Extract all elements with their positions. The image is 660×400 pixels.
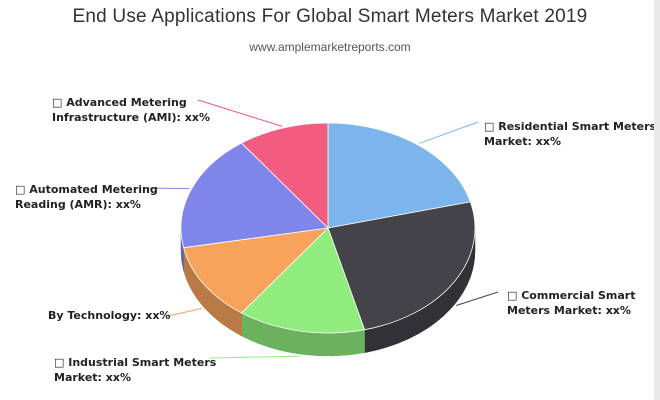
connector-line-0 bbox=[419, 121, 479, 144]
slice-label-line: By Technology: xx% bbox=[48, 309, 170, 322]
connector-line-1 bbox=[456, 291, 499, 306]
pie-slice-2[interactable] bbox=[241, 227, 365, 334]
slice-label-line: □ Industrial Smart Meters bbox=[54, 356, 217, 369]
slice-label-line: □ Automated Metering bbox=[15, 183, 158, 196]
slice-label-line: Reading (AMR): xx% bbox=[15, 198, 141, 211]
slice-label-4: □ Automated Metering Reading (AMR): xx% bbox=[15, 183, 158, 211]
connector-line-4 bbox=[145, 187, 190, 190]
pie-slice-5[interactable] bbox=[241, 122, 329, 229]
pie-slice-1[interactable] bbox=[327, 201, 476, 331]
connector-line-3 bbox=[167, 307, 203, 317]
slice-label-3: By Technology: xx% bbox=[48, 309, 170, 322]
connector-line-2 bbox=[209, 355, 301, 359]
slice-label-line: □ Commercial Smart bbox=[507, 289, 635, 302]
slice-label-line: Market: xx% bbox=[54, 371, 131, 384]
slice-label-line: Infrastructure (AMI): xx% bbox=[52, 111, 210, 124]
pie-slice-4[interactable] bbox=[180, 142, 329, 249]
connector-line-5 bbox=[197, 99, 283, 127]
slice-label-5: □ Advanced Metering Infrastructure (AMI):… bbox=[52, 96, 210, 124]
slice-label-line: Meters Market: xx% bbox=[507, 304, 631, 317]
chart-subtitle: www.amplemarketreports.com bbox=[249, 40, 411, 54]
pie-slice-3[interactable] bbox=[183, 227, 329, 314]
slice-label-0: □ Residential Smart Meters Market: xx% bbox=[484, 120, 657, 148]
pie-slice-0[interactable] bbox=[327, 122, 471, 229]
scrollbar-edge bbox=[654, 0, 660, 400]
slice-label-line: □ Advanced Metering bbox=[52, 96, 187, 109]
slice-label-line: □ Residential Smart Meters bbox=[484, 120, 657, 133]
slice-label-1: □ Commercial Smart Meters Market: xx% bbox=[507, 289, 635, 317]
slice-label-line: Market: xx% bbox=[484, 135, 561, 148]
slice-label-2: □ Industrial Smart Meters Market: xx% bbox=[54, 356, 217, 384]
chart-title: End Use Applications For Global Smart Me… bbox=[72, 6, 588, 27]
